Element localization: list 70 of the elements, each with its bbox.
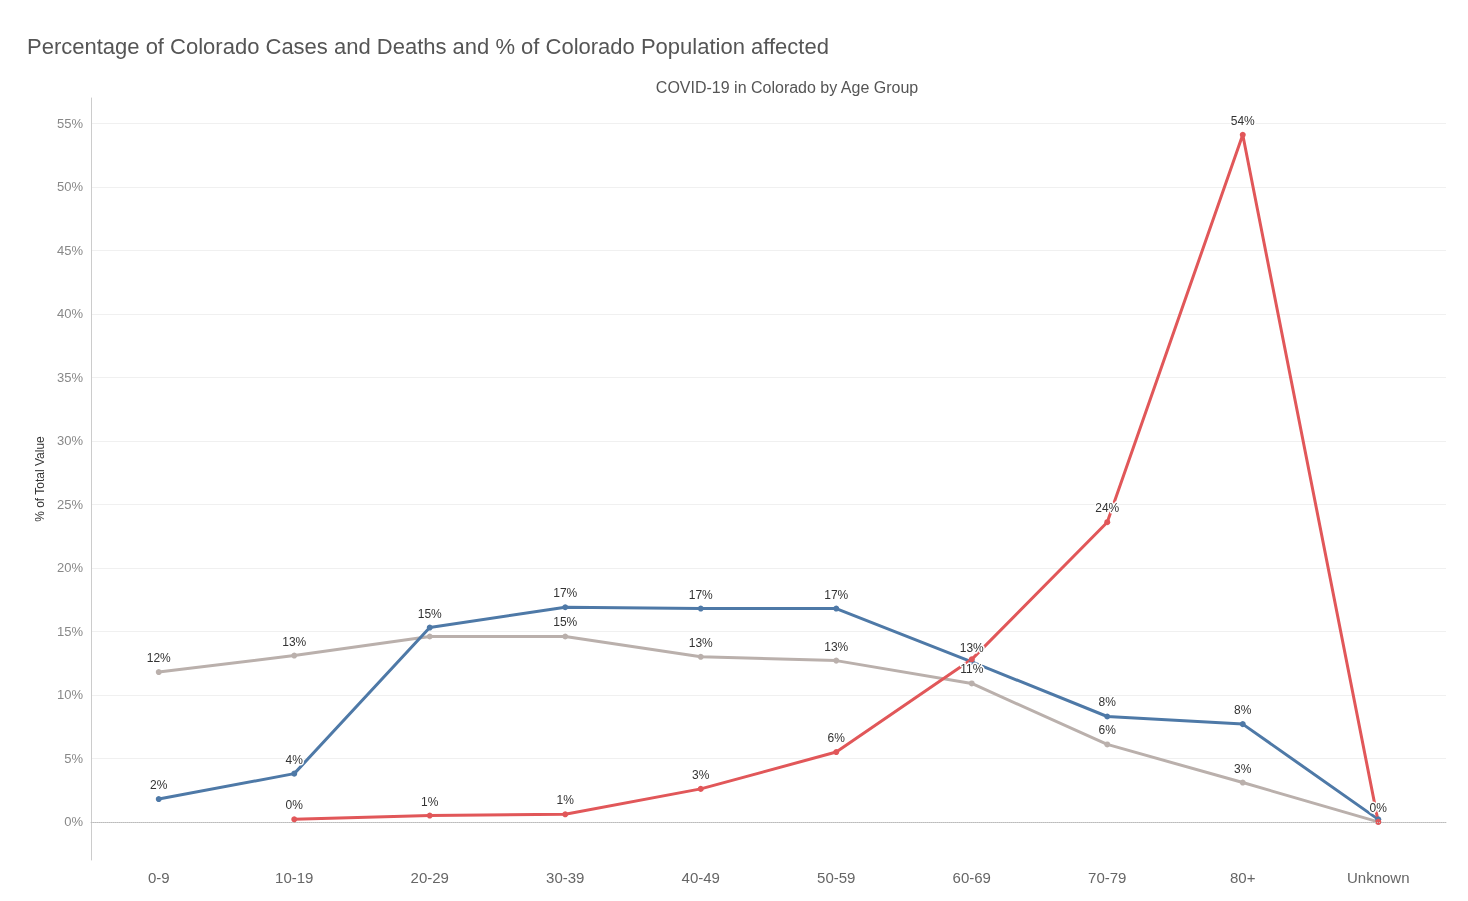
y-axis-title: % of Total Value — [33, 435, 47, 522]
point — [697, 653, 704, 660]
point — [833, 749, 840, 756]
point — [697, 785, 704, 792]
data-label: 6% — [1098, 723, 1117, 738]
y-tick-label: 25% — [56, 496, 84, 512]
x-tick-label: 0-9 — [147, 869, 170, 886]
y-tick-label: 55% — [56, 115, 84, 131]
y-tick-label: 15% — [56, 623, 84, 639]
chart-subtitle: COVID-19 in Colorado by Age Group — [655, 78, 919, 96]
data-label: 1% — [556, 793, 575, 808]
point — [1104, 741, 1111, 748]
x-tick-label: 50-59 — [817, 869, 856, 886]
point — [562, 811, 569, 818]
x-tick-label: 40-49 — [681, 869, 720, 886]
data-label: 4% — [285, 752, 304, 767]
point — [291, 770, 298, 777]
point — [1104, 713, 1111, 720]
data-label: 13% — [824, 639, 849, 654]
data-label: 15% — [417, 606, 443, 621]
y-tick-label: 30% — [56, 433, 84, 449]
point — [426, 624, 433, 631]
y-tick-label: 20% — [56, 560, 84, 576]
point — [562, 604, 569, 611]
y-tick-label: 5% — [64, 750, 84, 766]
y-tick-label: 45% — [56, 242, 84, 258]
x-tick-label: 70-79 — [1088, 869, 1127, 886]
point — [833, 605, 840, 612]
data-label: 17% — [688, 587, 714, 602]
data-label: 13% — [688, 635, 714, 650]
data-label: 12% — [146, 651, 172, 666]
point — [697, 605, 704, 612]
data-label: 13% — [282, 634, 307, 649]
point — [426, 812, 433, 819]
point — [155, 796, 162, 803]
x-tick-label: 10-19 — [275, 869, 314, 886]
data-label: 2% — [150, 778, 168, 793]
point — [291, 652, 298, 659]
data-label: 54% — [1230, 113, 1256, 128]
data-label: 8% — [1098, 695, 1117, 710]
y-tick-label: 0% — [64, 814, 84, 830]
point — [291, 816, 298, 823]
data-label: 8% — [1234, 703, 1252, 718]
chart-title: Percentage of Colorado Cases and Deaths and % of Colorado Population affected — [27, 33, 829, 59]
data-label: 11% — [960, 662, 984, 677]
data-label: 17% — [553, 586, 578, 601]
point — [155, 669, 162, 676]
data-label: 6% — [827, 731, 846, 746]
data-label: 1% — [421, 794, 439, 809]
data-label: 15% — [553, 615, 578, 630]
point — [833, 657, 840, 664]
data-label: 0% — [285, 798, 304, 813]
x-tick-label: 20-29 — [410, 869, 449, 886]
y-tick-label: 10% — [56, 687, 84, 703]
point — [1104, 519, 1111, 526]
point — [562, 633, 569, 640]
data-label: 17% — [824, 587, 849, 602]
point — [426, 633, 433, 640]
x-tick-label: 60-69 — [952, 869, 991, 886]
x-tick-label: 80+ — [1230, 869, 1256, 886]
x-tick-label: 30-39 — [546, 869, 585, 886]
point — [968, 680, 975, 687]
point — [1239, 131, 1246, 138]
point — [1239, 721, 1246, 728]
data-label: 3% — [1234, 761, 1252, 776]
y-tick-label: 50% — [56, 179, 84, 195]
y-tick-label: 35% — [56, 369, 84, 385]
x-tick-label: Unknown — [1346, 869, 1410, 886]
data-label: 3% — [692, 767, 710, 782]
y-tick-label: 40% — [56, 306, 84, 322]
